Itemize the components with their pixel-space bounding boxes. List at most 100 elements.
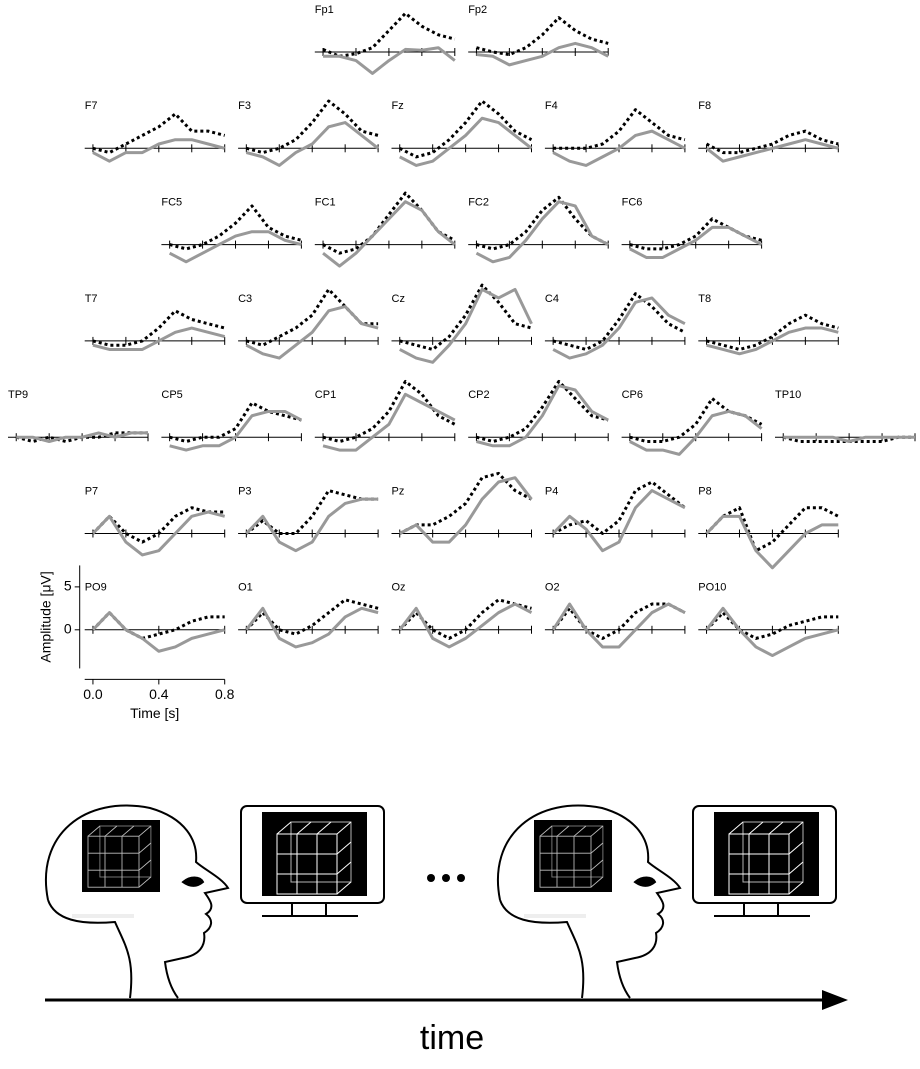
erp-panel: Oz [391, 582, 533, 649]
solid-line [323, 46, 456, 75]
solid-line [91, 510, 226, 557]
panel-title: PO10 [698, 582, 726, 594]
erp-panel: FC1 [314, 191, 456, 268]
panel-title: Cz [392, 293, 405, 305]
solid-line [629, 409, 763, 456]
erp-grid: Fp1 Fp2 F7 F3 Fz F4 F8 FC5 FC1 FC2 FC6 T7 C3 Cz C4 T8 TP… [8, 4, 916, 721]
panel-title: Fz [392, 100, 404, 112]
solid-line [475, 200, 609, 264]
panel-title: O2 [545, 582, 560, 594]
dotted-line [476, 195, 609, 251]
panel-title: TP10 [775, 389, 801, 401]
erp-panel: C4 [544, 292, 686, 360]
solid-line [399, 287, 533, 364]
dotted-line [169, 204, 302, 251]
panel-title: CP1 [315, 389, 336, 401]
erp-panel: CP1 [314, 379, 456, 452]
solid-line [92, 326, 226, 351]
solid-line [322, 200, 456, 268]
head [46, 806, 228, 998]
erp-panel: FC5 [161, 197, 302, 264]
dotted-line [705, 129, 839, 155]
erp-panel: Cz [391, 283, 533, 364]
erp-panel: CP5 [161, 389, 303, 452]
dotted-line [552, 292, 686, 351]
solid-line [551, 602, 686, 649]
panel-title: FC5 [161, 197, 182, 209]
panel-title: F4 [545, 100, 558, 112]
panel-title: P8 [698, 485, 711, 497]
erp-panel: CP6 [621, 389, 763, 456]
solid-line [169, 409, 303, 452]
monitor [241, 806, 384, 916]
panel-title: FC2 [468, 197, 489, 209]
solid-line [629, 225, 763, 259]
panel-title: FC1 [315, 197, 336, 209]
erp-panel: FC2 [468, 195, 609, 264]
erp-panel: Fp2 [468, 4, 609, 67]
erp-panel: CP2 [468, 379, 609, 448]
x-axis-label: Time [s] [130, 705, 179, 721]
head [498, 806, 680, 998]
solid-line [91, 611, 226, 653]
solid-line [552, 129, 686, 167]
panel-title: FC6 [622, 197, 643, 209]
panel-title: T7 [85, 293, 98, 305]
erp-panel: F7 [84, 100, 226, 163]
panel-title: Pz [392, 485, 405, 497]
panel-title: Oz [392, 582, 406, 594]
axes: 0 5 0.0 0.4 0.8 Time [s] Amplitude [μV] [37, 565, 235, 721]
dotted-line [552, 480, 686, 535]
panel-title: PO9 [85, 582, 107, 594]
dotted-line [705, 506, 839, 553]
panel-title: O1 [238, 582, 253, 594]
dotted-line [322, 11, 456, 58]
dotted-line [399, 471, 533, 535]
erp-panel: P8 [698, 485, 839, 570]
dotted-line [245, 99, 379, 155]
dotted-line [476, 379, 609, 443]
panel-title: C3 [238, 293, 252, 305]
dotted-line [551, 602, 686, 640]
solid-line [398, 602, 533, 649]
y-tick-label: 5 [64, 578, 72, 594]
erp-panel: C3 [238, 287, 379, 360]
dotted-line [705, 611, 839, 640]
solid-line [16, 431, 148, 443]
arrow-head [822, 990, 848, 1010]
panel-title: TP9 [8, 389, 28, 401]
panel-title: P3 [238, 485, 251, 497]
panel-title: T8 [698, 293, 711, 305]
panel-title: F3 [238, 100, 251, 112]
erp-panel: P4 [544, 480, 686, 553]
dotted-line [706, 313, 839, 351]
dotted-line [322, 379, 456, 443]
panel-title: CP2 [468, 389, 489, 401]
ellipsis-dot [457, 874, 465, 882]
x-tick-label: 0.0 [83, 686, 103, 702]
dotted-line [476, 16, 609, 57]
erp-panel: O2 [544, 582, 686, 649]
panel-title: C4 [545, 293, 559, 305]
erp-panel: F3 [238, 99, 380, 167]
erp-panel: FC6 [621, 197, 763, 259]
ellipsis-dot [427, 874, 435, 882]
ellipsis-dot [442, 874, 450, 882]
erp-panel: T7 [84, 293, 226, 351]
solid-line [399, 476, 533, 544]
panel-title: Fp2 [468, 4, 487, 16]
y-axis-label: Amplitude [μV] [37, 571, 53, 662]
solid-line [476, 41, 609, 67]
solid-line [168, 230, 302, 264]
erp-panel: Fz [391, 99, 533, 167]
solid-line [245, 121, 380, 167]
dotted-line [399, 99, 533, 159]
dotted-line [399, 283, 532, 351]
panel-title: Fp1 [315, 4, 334, 16]
x-tick-label: 0.8 [215, 686, 235, 702]
erp-panel: F4 [544, 100, 686, 167]
panel-title: P7 [85, 485, 98, 497]
erp-panel: TP10 [775, 389, 916, 443]
solid-line [322, 392, 456, 452]
solid-line [552, 296, 686, 360]
